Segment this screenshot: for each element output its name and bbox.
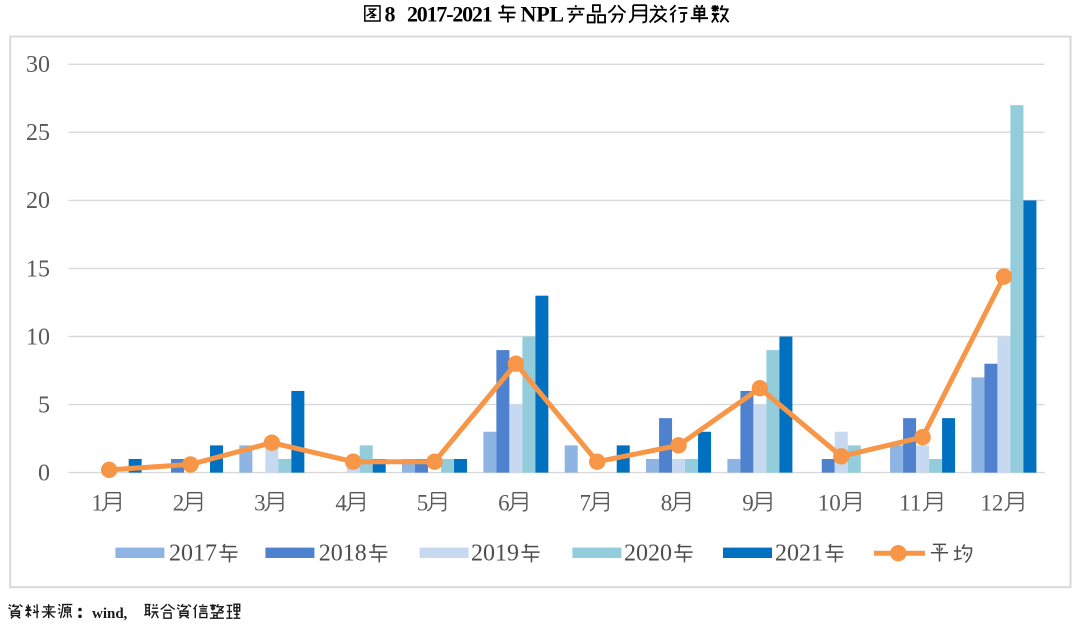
- svg-text:0: 0: [38, 460, 50, 486]
- svg-text:NPL: NPL: [521, 1, 564, 26]
- svg-text:5: 5: [38, 392, 50, 418]
- svg-text:,: ,: [124, 606, 128, 622]
- svg-text:25: 25: [26, 120, 50, 146]
- svg-text:10: 10: [26, 324, 50, 350]
- svg-text:2017: 2017: [169, 540, 217, 566]
- svg-text:5: 5: [417, 491, 429, 516]
- svg-text:2018: 2018: [319, 540, 367, 566]
- svg-text:7: 7: [580, 491, 592, 516]
- svg-text:4: 4: [335, 491, 347, 516]
- svg-text:3: 3: [254, 491, 266, 516]
- svg-text:8: 8: [385, 1, 396, 26]
- svg-text:10: 10: [818, 491, 841, 516]
- svg-text:9: 9: [742, 491, 754, 516]
- svg-text:2021: 2021: [775, 540, 823, 566]
- svg-text:1: 1: [91, 491, 103, 516]
- svg-text:30: 30: [26, 52, 50, 78]
- svg-text:8: 8: [661, 491, 673, 516]
- svg-text:11: 11: [899, 491, 921, 516]
- svg-text:15: 15: [26, 256, 50, 282]
- svg-text:wind: wind: [92, 606, 124, 622]
- svg-text:2017-2021: 2017-2021: [407, 1, 492, 26]
- svg-text:2: 2: [173, 491, 185, 516]
- svg-text:2020: 2020: [624, 540, 672, 566]
- svg-text:20: 20: [26, 188, 50, 214]
- svg-text:2019: 2019: [471, 540, 519, 566]
- svg-text:6: 6: [498, 491, 510, 516]
- svg-text:12: 12: [980, 491, 1003, 516]
